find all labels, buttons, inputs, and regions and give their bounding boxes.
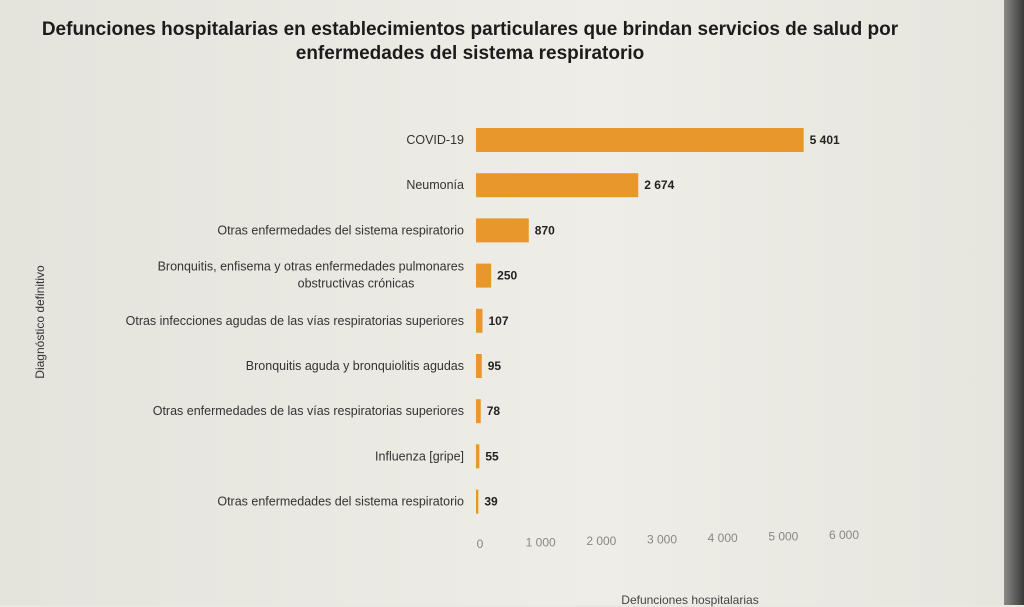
bar: [476, 308, 483, 333]
data-label: 5 401: [810, 133, 840, 147]
category-label: COVID-19: [406, 133, 464, 147]
bar: [476, 263, 492, 288]
bar: [476, 399, 481, 424]
data-label: 250: [497, 269, 517, 283]
category-label: Bronquitis aguda y bronquiolitis agudas: [246, 359, 464, 373]
x-tick-label: 0: [477, 537, 484, 551]
data-label: 107: [488, 314, 508, 328]
data-label: 55: [485, 449, 499, 463]
bar: [476, 218, 529, 243]
category-label: Otras enfermedades de las vías respirato…: [153, 404, 464, 418]
bar: [476, 173, 639, 198]
category-label: Otras enfermedades del sistema respirato…: [217, 495, 464, 509]
category-label: Neumonía: [406, 178, 464, 192]
x-tick-label: 2 000: [586, 534, 616, 548]
data-label: 78: [487, 404, 501, 418]
category-label: Otras enfermedades del sistema respirato…: [217, 223, 464, 237]
x-axis-label: Defunciones hospitalarias: [621, 593, 759, 607]
chart-title: Defunciones hospitalarias en establecimi…: [41, 19, 899, 64]
x-tick-label: 6 000: [829, 528, 859, 542]
x-tick-label: 3 000: [647, 533, 677, 547]
x-tick-label: 1 000: [526, 536, 556, 550]
screen-background: [0, 0, 1004, 605]
category-label: Otras infecciones agudas de las vías res…: [126, 314, 464, 328]
x-tick-label: 4 000: [708, 531, 738, 545]
data-label: 2 674: [644, 178, 674, 192]
category-label: Influenza [gripe]: [375, 449, 464, 463]
bar: [476, 444, 480, 469]
bar: [476, 128, 804, 152]
data-label: 39: [484, 495, 498, 509]
bar: [476, 354, 482, 378]
bar-chart: 5 401 COVID-19 2 674 Neumonía 870 Otras enfer…: [126, 128, 859, 551]
data-label: 95: [488, 359, 502, 373]
monitor-edge: [1004, 0, 1024, 605]
category-label: Bronquitis, enfisema y otras enfermedade…: [158, 260, 464, 291]
bar: [476, 489, 479, 514]
data-label: 870: [535, 223, 555, 237]
x-tick-label: 5 000: [768, 530, 798, 544]
